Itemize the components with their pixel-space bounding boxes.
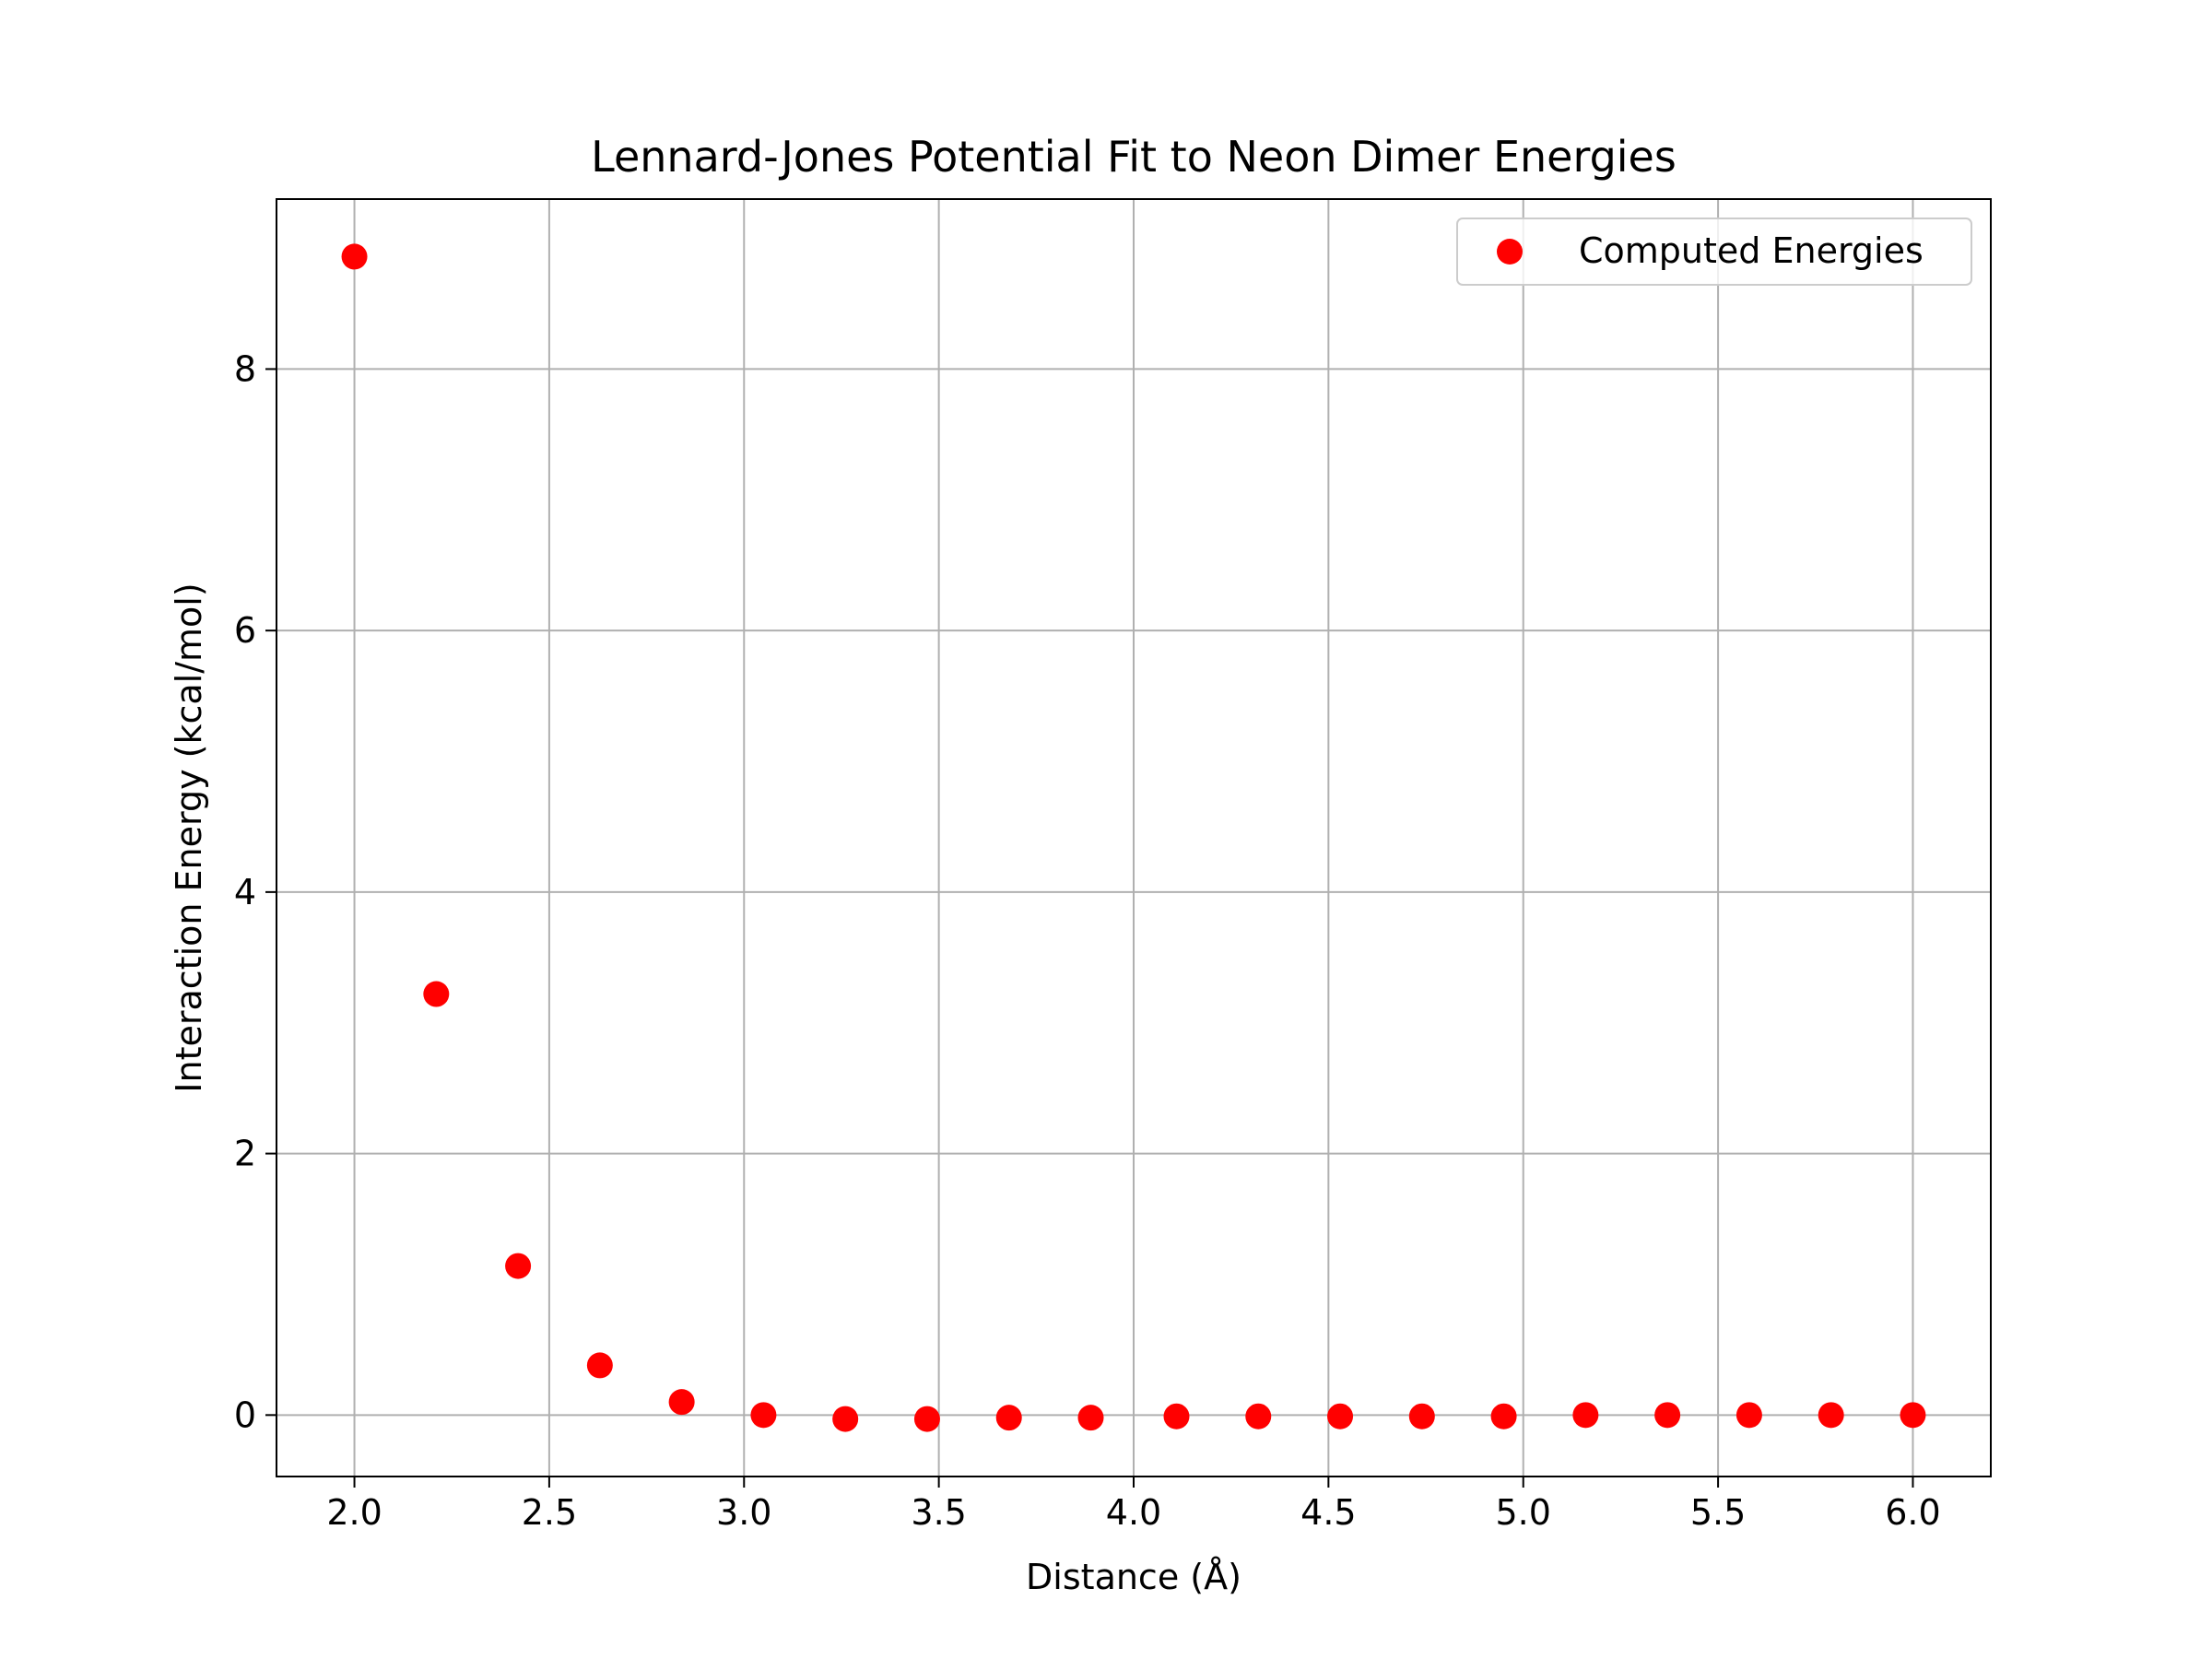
data-point xyxy=(832,1406,859,1432)
data-point xyxy=(586,1352,613,1379)
data-point xyxy=(1408,1403,1435,1430)
legend-label: Computed Energies xyxy=(1579,230,1924,271)
x-tick-label: 2.0 xyxy=(326,1492,382,1533)
legend: Computed Energies xyxy=(1456,218,1972,286)
data-point xyxy=(913,1406,940,1432)
data-point xyxy=(1735,1402,1762,1429)
data-points xyxy=(341,243,1926,1432)
y-tick-label: 4 xyxy=(234,872,256,912)
data-point xyxy=(423,981,450,1007)
y-tick-label: 6 xyxy=(234,610,256,651)
x-tick-label: 3.0 xyxy=(716,1492,771,1533)
y-tick-label: 8 xyxy=(234,348,256,389)
data-point xyxy=(1900,1402,1926,1429)
x-tick-label: 4.5 xyxy=(1300,1492,1356,1533)
chart-title: Lennard-Jones Potential Fit to Neon Dime… xyxy=(591,132,1677,182)
data-point xyxy=(668,1389,695,1416)
x-tick-label: 4.0 xyxy=(1106,1492,1161,1533)
grid-lines xyxy=(276,199,1991,1477)
data-point xyxy=(1327,1403,1354,1430)
x-tick-label: 3.5 xyxy=(911,1492,966,1533)
x-tick-label: 5.0 xyxy=(1496,1492,1551,1533)
axis-ticks: 2.0 2.5 3.0 3.5 4.0 4.5 5.0 5.5 6.0 0 2 4 6 8 xyxy=(234,348,1941,1533)
legend-box xyxy=(1456,218,1972,286)
data-point xyxy=(341,243,368,270)
x-tick-label: 5.5 xyxy=(1690,1492,1746,1533)
x-tick-label: 6.0 xyxy=(1885,1492,1940,1533)
x-tick-label: 2.5 xyxy=(522,1492,577,1533)
y-axis-label: Interaction Energy (kcal/mol) xyxy=(169,582,209,1092)
data-point xyxy=(1245,1403,1272,1430)
data-point xyxy=(1490,1403,1517,1430)
legend-marker xyxy=(1497,239,1523,265)
data-point xyxy=(1077,1405,1104,1431)
y-tick-label: 2 xyxy=(234,1134,256,1174)
data-point xyxy=(505,1253,532,1279)
data-point xyxy=(1572,1402,1599,1429)
data-point xyxy=(995,1405,1022,1431)
data-point xyxy=(750,1402,777,1429)
data-point xyxy=(1163,1403,1190,1430)
y-tick-label: 0 xyxy=(234,1394,256,1435)
data-point xyxy=(1654,1402,1681,1429)
x-axis-label: Distance (Å) xyxy=(1026,1557,1241,1597)
data-point xyxy=(1818,1402,1844,1429)
